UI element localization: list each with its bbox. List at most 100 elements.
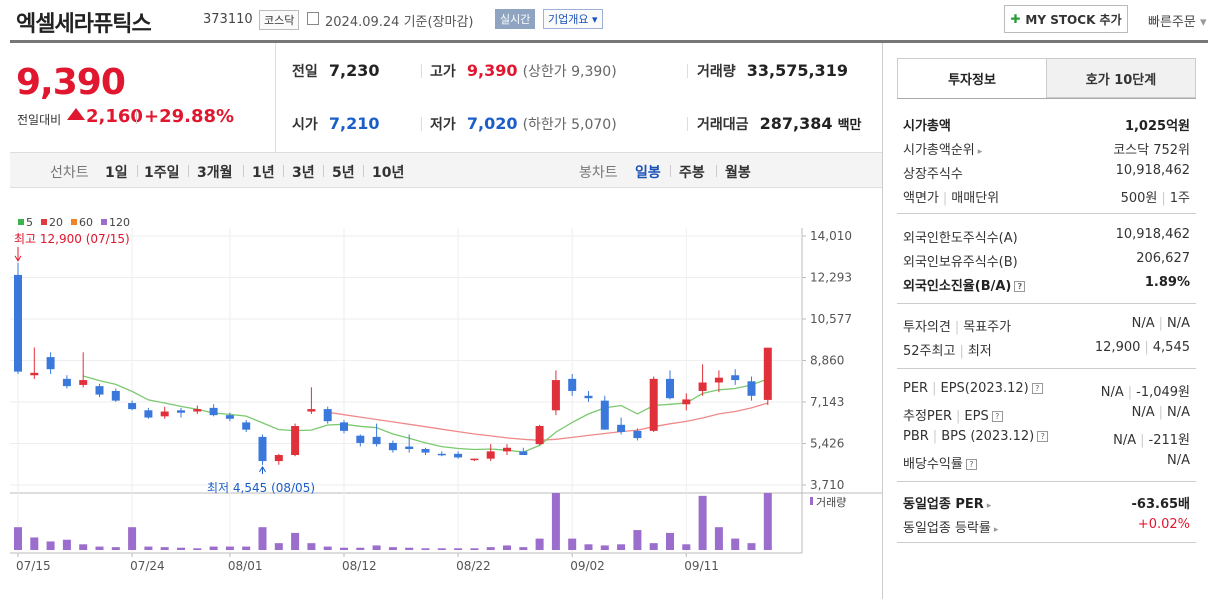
open-value: 7,210 (328, 114, 380, 133)
candle-body (62, 378, 71, 387)
info-label: 추정PER | EPS? (903, 405, 1003, 424)
divider (243, 165, 244, 177)
candle-body (682, 399, 691, 405)
info-label-text: 외국인한도주식수(A) (903, 231, 1018, 246)
x-tick-label: 07/24 (130, 559, 165, 573)
ma-legend-label: 20 (49, 216, 63, 229)
volume-bar (128, 527, 137, 550)
period-3year[interactable]: 3년 (292, 165, 315, 181)
info-value: 10,918,462 (1116, 227, 1190, 242)
volume-bar (649, 543, 658, 550)
info-value: 500원 | 1주 (1121, 187, 1190, 206)
info-value-text: +0.02% (1137, 517, 1190, 532)
chevron-right-icon: ▸ (986, 501, 992, 511)
ma-legend-swatch (41, 219, 47, 225)
candle-body (225, 415, 234, 419)
volume-bar (470, 548, 479, 550)
period-1week[interactable]: 1주일 (144, 165, 180, 181)
header-divider (10, 40, 1208, 43)
candle-weekly[interactable]: 주봉 (679, 165, 705, 181)
info-label-text: 외국인소진율(B/A) (903, 279, 1012, 294)
price-chart[interactable]: 5 20 60 120 14,010 12,293 10,577 8,860 7,143 5,42… (10, 188, 882, 599)
volume-bar (731, 538, 740, 550)
realtime-button[interactable]: 실시간 (495, 9, 536, 29)
candle-body (30, 372, 39, 376)
chevron-right-icon: ▸ (977, 147, 983, 157)
candle-body (307, 409, 316, 412)
info-value: N/A | -1,049원 (1101, 381, 1190, 400)
info-label-text: 시가총액순위 (903, 143, 975, 158)
volume-bar (421, 548, 430, 550)
prev-close: 전일 7,230 (292, 61, 379, 81)
line-chart-label: 선차트 (50, 165, 89, 181)
help-icon[interactable]: ? (1014, 281, 1026, 292)
quick-order-dropdown[interactable]: 빠른주문 ▾ (1148, 11, 1207, 30)
volume-bar (30, 537, 39, 550)
low-arrow-head (259, 465, 266, 473)
candle-body (388, 442, 397, 451)
info-value: 10,918,462 (1116, 163, 1190, 178)
company-overview-dropdown[interactable]: 기업개요 ▾ (543, 9, 603, 29)
period-1day[interactable]: 1일 (105, 165, 128, 181)
open-price: 시가 7,210 (292, 114, 379, 134)
help-icon[interactable]: ? (1037, 431, 1049, 442)
high-annotation: 최고 12,900 (07/15) (14, 232, 130, 246)
divider (897, 213, 1196, 214)
info-label-text: PER (903, 381, 929, 396)
ma5-line (83, 375, 769, 453)
amount-label: 거래대금 (697, 117, 749, 133)
info-value-text: 10,918,462 (1115, 227, 1190, 242)
open-label: 시가 (292, 117, 318, 133)
info-label-text: EPS (964, 409, 989, 424)
help-icon[interactable]: ? (965, 459, 977, 470)
volume-bar (551, 493, 560, 550)
divider (897, 368, 1196, 369)
candle-body (291, 426, 300, 456)
tab-order-book[interactable]: 호가 10단계 (1046, 58, 1196, 98)
volume-bar (274, 543, 283, 550)
info-value-text: 12,900 (1094, 340, 1141, 355)
info-value: 206,627 (1136, 251, 1190, 266)
divider (323, 165, 324, 177)
info-value-text: -211원 (1148, 433, 1190, 448)
help-icon[interactable]: ? (991, 411, 1003, 422)
period-bar: 선차트 1일 1주일 3개월 1년 3년 5년 10년 봉차트 일봉 주봉 월봉 (10, 152, 882, 188)
divider (136, 110, 137, 124)
chevron-down-icon: ▾ (1195, 15, 1207, 30)
info-value-text: 1주 (1169, 191, 1190, 206)
candle-body (486, 451, 495, 459)
add-my-stock-button[interactable]: ✚ MY STOCK 추가 (1004, 5, 1128, 33)
period-10year[interactable]: 10년 (372, 165, 405, 181)
period-1year[interactable]: 1년 (252, 165, 275, 181)
divider (670, 165, 671, 177)
info-value-text: N/A (1113, 433, 1137, 448)
info-value: N/A | N/A (1132, 405, 1190, 420)
candle-daily[interactable]: 일봉 (635, 165, 661, 181)
period-3month[interactable]: 3개월 (197, 165, 233, 181)
low-value: 7,020 (466, 114, 518, 133)
candle-body (209, 407, 218, 416)
info-label: 외국인한도주식수(A) (903, 227, 1018, 246)
volume-bar (519, 547, 528, 550)
candle-body (242, 422, 251, 430)
candle-body (551, 380, 560, 411)
info-label: 동일업종 등락률 ▸ (903, 517, 998, 536)
volume-bar (323, 546, 332, 550)
info-value-text: 1.89% (1144, 275, 1190, 290)
candle-body (177, 410, 185, 413)
candle-body (535, 426, 544, 445)
info-label: 액면가 | 매매단위 (903, 187, 999, 206)
volume-bar (682, 544, 691, 550)
tab-investment-info[interactable]: 투자정보 (897, 58, 1047, 98)
ma-legend-label: 120 (109, 216, 130, 229)
help-icon[interactable]: ? (1031, 383, 1043, 394)
volume-bar (535, 538, 544, 550)
info-value-text: N/A (1100, 385, 1124, 400)
info-value: 1.89% (1145, 275, 1190, 290)
info-label-text: 52주최고 (903, 344, 956, 359)
info-label-text: BPS (2023.12) (941, 429, 1035, 444)
high-value: 9,390 (466, 61, 518, 80)
candle-monthly[interactable]: 월봉 (725, 165, 751, 181)
period-5year[interactable]: 5년 (332, 165, 355, 181)
info-value-text: 500원 (1120, 191, 1158, 206)
